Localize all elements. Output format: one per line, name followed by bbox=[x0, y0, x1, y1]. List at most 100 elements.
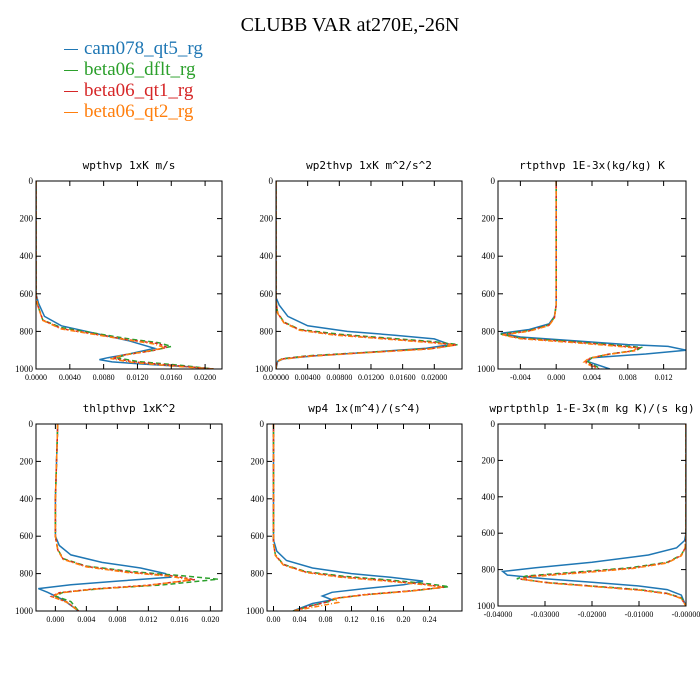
plot-frame bbox=[497, 180, 687, 370]
x-tick-label: 0.008 bbox=[108, 615, 126, 624]
series-line-beta06_dflt_rg bbox=[272, 424, 450, 611]
y-tick-label: 1000 bbox=[246, 606, 265, 616]
series-line-cam078_qt5_rg bbox=[38, 424, 173, 611]
x-tick-label: 0.004 bbox=[77, 615, 95, 624]
x-tick-label: -0.02000 bbox=[578, 610, 607, 619]
series-line-cam078_qt5_rg bbox=[500, 424, 686, 606]
panel-title: thlpthvp 1xK^2 bbox=[83, 402, 176, 415]
x-tick-label: -0.04000 bbox=[484, 610, 513, 619]
x-tick-label: -0.01000 bbox=[625, 610, 654, 619]
panel-title: rtpthvp 1E-3x(kg/kg) K bbox=[519, 159, 665, 172]
y-tick-label: 800 bbox=[260, 326, 274, 336]
legend-label: cam078_qt5_rg bbox=[84, 38, 203, 59]
x-tick-label: -0.004 bbox=[510, 373, 531, 382]
x-tick-label: 0.012 bbox=[655, 373, 673, 382]
series-line-cam078_qt5_rg bbox=[272, 424, 424, 611]
x-tick-label: 0.02000 bbox=[421, 373, 447, 382]
panel-title: wpthvp 1xK m/s bbox=[83, 159, 176, 172]
series-group bbox=[272, 424, 450, 611]
plot-frame bbox=[266, 423, 463, 612]
series-line-beta06_qt2_rg bbox=[522, 424, 686, 606]
series-group bbox=[276, 181, 459, 369]
y-tick-label: 0 bbox=[269, 176, 274, 186]
x-tick-label: 0.0200 bbox=[194, 373, 216, 382]
x-tick-label: 0.004 bbox=[583, 373, 601, 382]
series-line-beta06_qt1_rg bbox=[272, 424, 444, 611]
y-tick-label: 400 bbox=[260, 251, 274, 261]
legend-item: beta06_dflt_rg bbox=[64, 59, 203, 80]
x-tick-label: 0.00400 bbox=[295, 373, 321, 382]
panel-title: wp2thvp 1xK m^2/s^2 bbox=[306, 159, 432, 172]
series-line-beta06_qt2_rg bbox=[36, 181, 214, 369]
series-line-cam078_qt5_rg bbox=[276, 181, 451, 369]
x-tick-label: 0.12 bbox=[345, 615, 359, 624]
y-tick-label: 400 bbox=[482, 251, 496, 261]
series-line-beta06_qt1_rg bbox=[36, 181, 214, 369]
y-tick-label: 800 bbox=[482, 565, 496, 575]
series-line-cam078_qt5_rg bbox=[500, 181, 686, 369]
y-tick-label: 200 bbox=[482, 214, 496, 224]
plot-frame bbox=[35, 423, 223, 612]
y-tick-label: 200 bbox=[20, 456, 34, 466]
legend: cam078_qt5_rg beta06_dflt_rg beta06_qt1_… bbox=[64, 38, 203, 122]
y-tick-label: 1000 bbox=[477, 601, 496, 611]
figure-title: CLUBB VAR at270E,-26N bbox=[240, 14, 460, 36]
x-tick-label: 0.0160 bbox=[160, 373, 182, 382]
legend-label: beta06_qt2_rg bbox=[84, 101, 194, 122]
y-tick-label: 600 bbox=[20, 289, 34, 299]
x-tick-label: 0.16 bbox=[371, 615, 385, 624]
y-tick-label: 0 bbox=[29, 419, 34, 429]
y-tick-label: 600 bbox=[260, 289, 274, 299]
panel-3: rtpthvp 1E-3x(kg/kg) K 0 200 400 600 800 1000 -… bbox=[477, 159, 687, 382]
series-line-beta06_qt2_rg bbox=[502, 181, 639, 369]
x-tick-label: 0.0000 bbox=[25, 373, 47, 382]
x-tick-label: 0.000 bbox=[547, 373, 565, 382]
y-tick-label: 0 bbox=[491, 176, 496, 186]
panel-title: wprtpthlp 1-E-3x(m kg K)/(s kg) bbox=[489, 402, 694, 415]
x-tick-label: 0.0120 bbox=[126, 373, 148, 382]
x-tick-label: 0.01200 bbox=[358, 373, 384, 382]
y-tick-label: 400 bbox=[251, 494, 265, 504]
plot-frame bbox=[275, 180, 463, 370]
x-tick-label: 0.0040 bbox=[59, 373, 81, 382]
y-tick-label: 600 bbox=[482, 289, 496, 299]
legend-item: beta06_qt1_rg bbox=[64, 80, 203, 101]
x-tick-label: 0.01600 bbox=[390, 373, 416, 382]
series-line-beta06_qt1_rg bbox=[502, 181, 641, 369]
series-line-beta06_dflt_rg bbox=[36, 181, 214, 369]
x-tick-label: 0.00 bbox=[267, 615, 281, 624]
legend-swatch bbox=[64, 91, 78, 93]
y-tick-label: 600 bbox=[20, 531, 34, 541]
x-tick-label: 0.08 bbox=[319, 615, 333, 624]
y-tick-label: 1000 bbox=[15, 364, 34, 374]
legend-item: cam078_qt5_rg bbox=[64, 38, 203, 59]
y-tick-label: 200 bbox=[20, 214, 34, 224]
series-line-beta06_dflt_rg bbox=[53, 424, 219, 611]
y-tick-label: 0 bbox=[260, 419, 265, 429]
series-group bbox=[500, 181, 686, 369]
x-tick-label: -0.00000 bbox=[672, 610, 700, 619]
y-tick-label: 0 bbox=[29, 176, 34, 186]
x-tick-label: 0.00000 bbox=[263, 373, 289, 382]
legend-item: beta06_qt2_rg bbox=[64, 101, 203, 122]
y-tick-label: 800 bbox=[20, 569, 34, 579]
series-group bbox=[38, 424, 219, 611]
x-tick-label: 0.008 bbox=[619, 373, 637, 382]
x-tick-label: 0.020 bbox=[201, 615, 219, 624]
series-group bbox=[500, 424, 686, 606]
x-tick-label: -0.03000 bbox=[531, 610, 560, 619]
x-tick-label: 0.04 bbox=[293, 615, 307, 624]
series-line-beta06_qt2_rg bbox=[50, 424, 192, 611]
panel-6: wprtpthlp 1-E-3x(m kg K)/(s kg) 0 200 400 60… bbox=[477, 402, 700, 619]
series-group bbox=[36, 181, 214, 369]
y-tick-label: 600 bbox=[251, 531, 265, 541]
x-tick-label: 0.000 bbox=[46, 615, 64, 624]
y-tick-label: 200 bbox=[482, 455, 496, 465]
y-tick-label: 600 bbox=[482, 528, 496, 538]
legend-swatch bbox=[64, 49, 78, 51]
y-tick-label: 800 bbox=[251, 569, 265, 579]
y-tick-label: 0 bbox=[491, 419, 496, 429]
x-tick-label: 0.016 bbox=[170, 615, 188, 624]
x-tick-label: 0.20 bbox=[397, 615, 411, 624]
